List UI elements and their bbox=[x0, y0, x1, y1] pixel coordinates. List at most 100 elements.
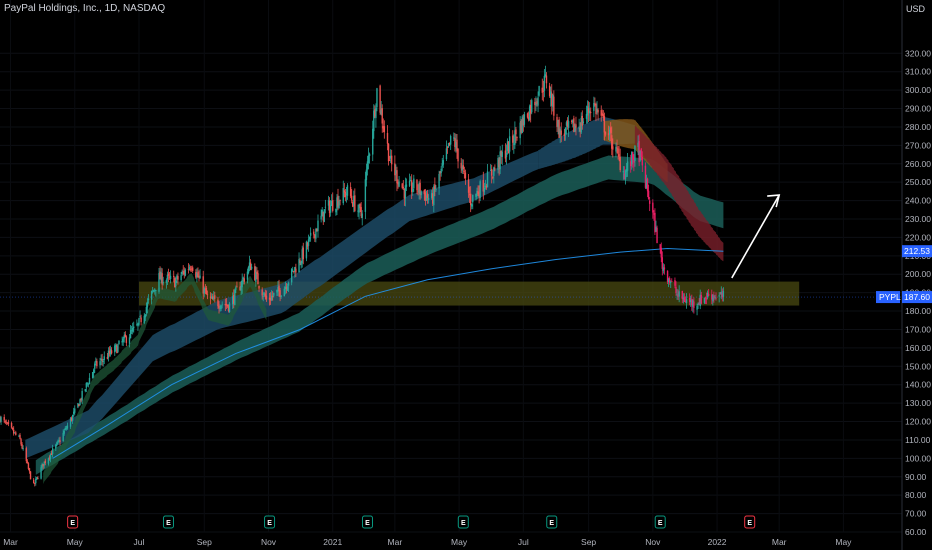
candle-body bbox=[494, 168, 496, 170]
candle-body bbox=[41, 463, 43, 468]
candle-body bbox=[654, 212, 656, 233]
earnings-event-marker[interactable]: E bbox=[654, 515, 666, 529]
earnings-event-marker[interactable]: E bbox=[744, 515, 756, 529]
candle-body bbox=[548, 85, 551, 96]
candle-body bbox=[20, 439, 22, 445]
candle-body bbox=[688, 298, 691, 302]
candle-body bbox=[150, 290, 153, 300]
candle-body bbox=[278, 285, 280, 292]
time-tick-label: May bbox=[451, 537, 468, 547]
candle-body bbox=[604, 132, 607, 135]
candle-body bbox=[557, 120, 559, 128]
price-tick-label: 270.00 bbox=[905, 140, 931, 150]
candle-body bbox=[601, 113, 603, 116]
candle-body bbox=[380, 110, 382, 114]
projection-arrow-line[interactable] bbox=[731, 194, 780, 279]
candle-body bbox=[117, 344, 119, 352]
candle-body bbox=[681, 290, 684, 300]
candle-body bbox=[441, 163, 443, 167]
candle-body bbox=[618, 154, 620, 157]
earnings-event-box[interactable] bbox=[546, 515, 558, 529]
candle-body bbox=[219, 308, 221, 310]
earnings-event-box[interactable] bbox=[457, 515, 469, 529]
candle-body bbox=[161, 273, 163, 285]
time-axis[interactable]: Mar May Jul Sep Nov 2021 Mar May Jul Sep Nov 2022 Ma… bbox=[3, 537, 852, 547]
candle-body bbox=[440, 168, 442, 174]
candle-body bbox=[611, 135, 613, 149]
candle-body bbox=[158, 273, 160, 292]
candle-body bbox=[264, 293, 267, 298]
candle-body bbox=[419, 182, 421, 195]
candle-body bbox=[298, 258, 300, 273]
candle-body bbox=[602, 114, 605, 118]
candle-body bbox=[448, 142, 451, 145]
candle-body bbox=[190, 268, 193, 270]
candle-body bbox=[103, 356, 105, 361]
candle-body bbox=[405, 184, 408, 187]
candle-body bbox=[489, 170, 492, 171]
candle-body bbox=[272, 295, 274, 297]
candle-body bbox=[719, 293, 721, 295]
candle-body bbox=[109, 349, 112, 355]
earnings-event-box[interactable] bbox=[744, 515, 756, 529]
earnings-event-box[interactable] bbox=[162, 515, 174, 529]
candle-body bbox=[565, 122, 568, 126]
symbol-tag-box bbox=[876, 291, 900, 304]
candle-body bbox=[715, 297, 717, 299]
candle-body bbox=[129, 330, 132, 339]
candle-body bbox=[329, 205, 332, 213]
earnings-event-marker[interactable]: E bbox=[546, 515, 558, 529]
projection-arrow-layer[interactable] bbox=[731, 194, 781, 279]
candle-body bbox=[711, 294, 713, 300]
candle-body bbox=[641, 156, 644, 166]
earnings-event-box[interactable] bbox=[361, 515, 373, 529]
candle-body bbox=[50, 453, 53, 455]
price-tick-label: 160.00 bbox=[905, 343, 931, 353]
candle-body bbox=[420, 191, 422, 196]
candle-body bbox=[586, 106, 589, 116]
candle-body bbox=[376, 88, 378, 108]
earnings-event-box[interactable] bbox=[654, 515, 666, 529]
price-tick-label: 140.00 bbox=[905, 380, 931, 390]
earnings-event-marker[interactable]: E bbox=[457, 515, 469, 529]
candle-body bbox=[162, 282, 164, 284]
candle-body bbox=[51, 448, 54, 455]
earnings-event-marker[interactable]: E bbox=[67, 515, 79, 529]
candle-body bbox=[408, 180, 411, 186]
candle-body bbox=[86, 383, 89, 384]
candle-body bbox=[409, 180, 412, 182]
candle-body bbox=[582, 121, 585, 124]
candle-body bbox=[95, 360, 97, 363]
candle-body bbox=[198, 276, 200, 278]
projection-arrow-head[interactable] bbox=[767, 194, 781, 208]
candle-body bbox=[269, 297, 272, 301]
candle-body bbox=[617, 148, 619, 154]
candle-body bbox=[559, 128, 561, 137]
candle-body bbox=[365, 169, 368, 181]
earnings-event-marker[interactable]: E bbox=[162, 515, 174, 529]
candle-body bbox=[250, 266, 253, 269]
sma-200-line bbox=[52, 247, 724, 459]
candle-body bbox=[574, 126, 576, 132]
candle-body bbox=[432, 193, 434, 204]
earnings-event-marker[interactable]: E bbox=[361, 515, 373, 529]
candle-body bbox=[633, 160, 635, 163]
candle-body bbox=[560, 130, 562, 135]
candle-body bbox=[308, 236, 311, 240]
candle-body bbox=[492, 176, 494, 178]
candle-body bbox=[543, 75, 546, 91]
candle-body bbox=[25, 448, 28, 462]
candle-body bbox=[34, 483, 36, 484]
candle-body bbox=[534, 101, 536, 106]
earnings-event-marker[interactable]: E bbox=[264, 515, 276, 529]
candle-body bbox=[721, 293, 724, 298]
candle-body bbox=[381, 108, 383, 124]
earnings-event-box[interactable] bbox=[67, 515, 79, 529]
earnings-event-box[interactable] bbox=[264, 515, 276, 529]
candle-body bbox=[133, 326, 135, 329]
candle-body bbox=[315, 228, 317, 239]
candle-body bbox=[280, 295, 282, 297]
